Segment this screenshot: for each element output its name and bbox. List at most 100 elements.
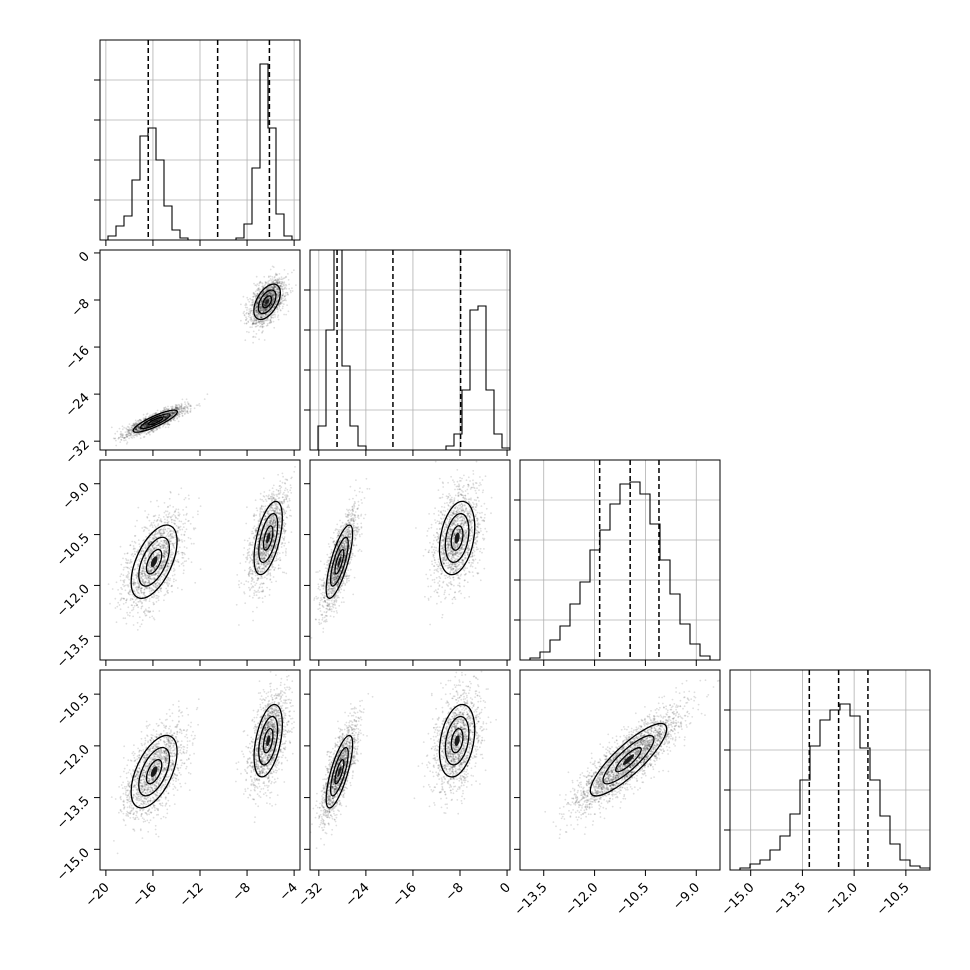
scatter-point (163, 415, 166, 417)
scatter-point (151, 544, 154, 547)
scatter-point (155, 412, 157, 415)
scatter-point (156, 519, 159, 521)
scatter-point (142, 567, 145, 569)
scatter-point (178, 405, 181, 408)
scatter-point (262, 313, 265, 316)
scatter-point (152, 573, 155, 576)
scatter-point (149, 577, 152, 579)
scatter-point (252, 330, 255, 333)
scatter-point (143, 424, 145, 427)
scatter-point (249, 314, 251, 316)
scatter-point (126, 561, 129, 564)
scatter-point (171, 406, 174, 409)
scatter-point (124, 589, 127, 592)
scatter-point (164, 426, 167, 429)
scatter-point (261, 285, 263, 288)
scatter-point (126, 431, 129, 434)
scatter-point (177, 420, 180, 423)
scatter-point (156, 499, 158, 502)
scatter-point (257, 297, 260, 300)
scatter-point (154, 533, 157, 535)
scatter-point (153, 429, 155, 432)
scatter-point (172, 412, 175, 415)
scatter-point (166, 414, 169, 417)
scatter-point (157, 597, 159, 599)
scatter-point (262, 330, 264, 332)
scatter-point (171, 414, 173, 416)
scatter-point (151, 577, 153, 580)
scatter-point (255, 333, 258, 335)
scatter-point (165, 587, 168, 590)
scatter-point (134, 424, 136, 427)
axes-frame (309, 249, 511, 451)
scatter-point (279, 282, 281, 285)
scatter-point (255, 309, 257, 312)
scatter-point (171, 411, 174, 414)
scatter-point (259, 315, 262, 318)
scatter-point (283, 281, 286, 283)
scatter-point (270, 321, 273, 323)
scatter-point (150, 422, 153, 424)
scatter-point (146, 424, 148, 427)
scatter-point (178, 408, 181, 411)
scatter-point (258, 289, 260, 292)
scatter-point (177, 406, 180, 409)
scatter-point (129, 588, 132, 591)
scatter-point (276, 316, 279, 318)
scatter-point (145, 425, 148, 428)
scatter-point (144, 510, 146, 512)
scatter-point (163, 415, 165, 418)
scatter-point (168, 565, 170, 568)
scatter-point (187, 494, 190, 497)
scatter-point (126, 566, 129, 569)
scatter-point (119, 608, 122, 611)
scatter-point (175, 406, 178, 408)
scatter-point (146, 425, 148, 428)
scatter-point (171, 414, 174, 417)
scatter-point (178, 415, 180, 418)
scatter-point (132, 608, 135, 611)
scatter-point (165, 416, 167, 418)
scatter-point (268, 292, 270, 295)
scatter-point (162, 532, 164, 535)
scatter-point (157, 524, 159, 527)
scatter-point (138, 426, 141, 429)
scatter-point (133, 535, 136, 537)
scatter-point (125, 442, 128, 445)
scatter-point (166, 414, 168, 417)
scatter-point (181, 540, 184, 543)
scatter-point (152, 601, 155, 604)
scatter-point (155, 565, 158, 568)
scatter-point (260, 313, 262, 316)
scatter-point (137, 425, 140, 428)
scatter-point (163, 416, 165, 418)
scatter-point (263, 275, 266, 278)
scatter-point (287, 310, 290, 313)
scatter-point (245, 322, 248, 325)
scatter-point (251, 572, 254, 575)
scatter-point (178, 410, 180, 413)
scatter-point (166, 411, 169, 414)
scatter-point (162, 423, 165, 426)
scatter-point (246, 309, 248, 311)
scatter-point (183, 406, 186, 408)
scatter-point (168, 408, 171, 411)
scatter-point (164, 544, 166, 546)
scatter-point (147, 431, 149, 434)
scatter-point (270, 310, 273, 312)
scatter-point (203, 398, 206, 400)
scatter-point (185, 547, 188, 549)
scatter-point (164, 417, 167, 419)
scatter-point (255, 306, 258, 308)
scatter-point (123, 437, 126, 439)
scatter-point (132, 424, 134, 427)
scatter-point (135, 602, 137, 605)
scatter-point (146, 422, 148, 425)
scatter-point (181, 410, 184, 412)
scatter-point (134, 433, 137, 436)
scatter-point (137, 419, 139, 422)
scatter-point (173, 542, 176, 545)
scatter-point (133, 580, 135, 582)
scatter-point (161, 534, 164, 537)
scatter-point (143, 425, 146, 428)
